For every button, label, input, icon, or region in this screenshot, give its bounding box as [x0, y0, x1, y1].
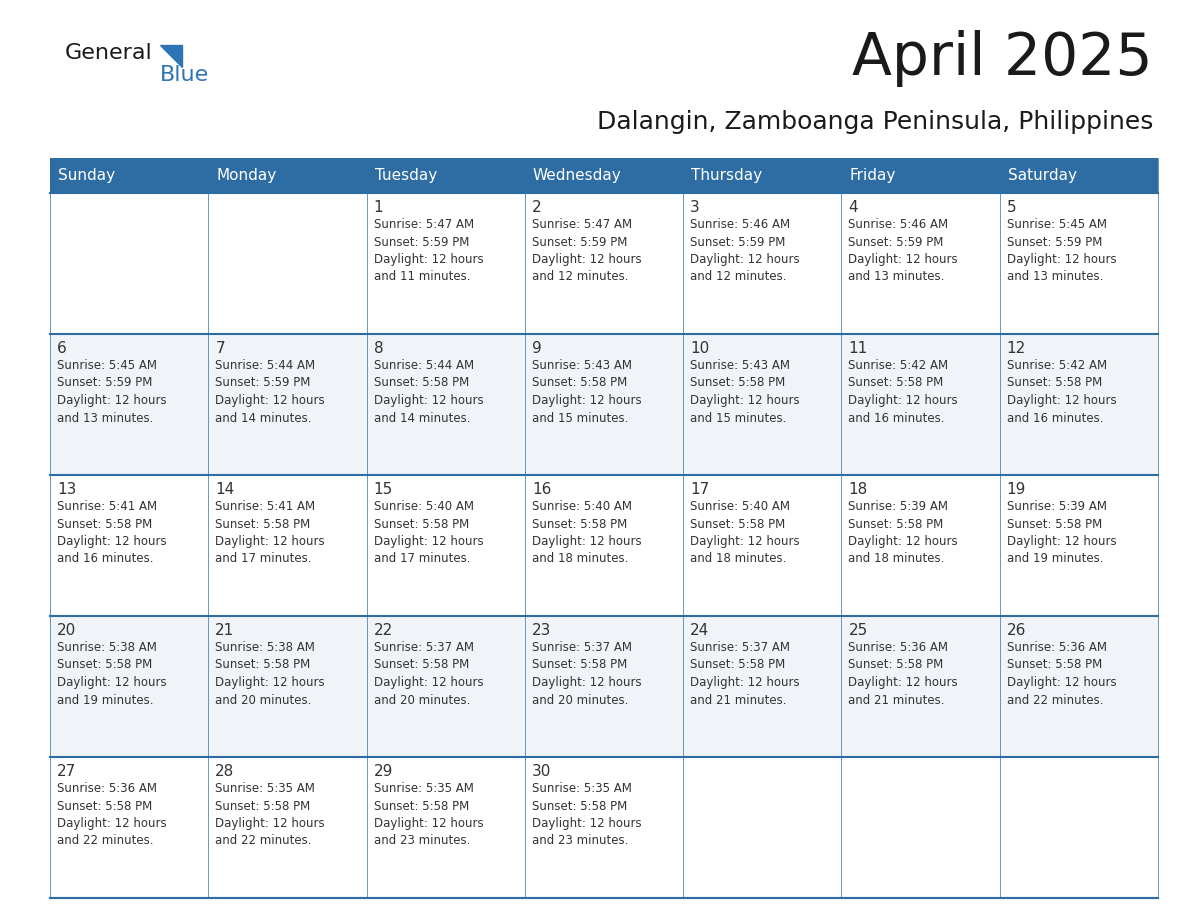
Text: 4: 4 [848, 200, 858, 215]
Text: Sunrise: 5:37 AM
Sunset: 5:58 PM
Daylight: 12 hours
and 20 minutes.: Sunrise: 5:37 AM Sunset: 5:58 PM Dayligh… [373, 641, 484, 707]
Text: 28: 28 [215, 764, 234, 779]
Text: Sunrise: 5:43 AM
Sunset: 5:58 PM
Daylight: 12 hours
and 15 minutes.: Sunrise: 5:43 AM Sunset: 5:58 PM Dayligh… [532, 359, 642, 424]
Text: 11: 11 [848, 341, 867, 356]
Text: Sunrise: 5:39 AM
Sunset: 5:58 PM
Daylight: 12 hours
and 18 minutes.: Sunrise: 5:39 AM Sunset: 5:58 PM Dayligh… [848, 500, 958, 565]
Text: 29: 29 [373, 764, 393, 779]
Text: Sunrise: 5:41 AM
Sunset: 5:58 PM
Daylight: 12 hours
and 16 minutes.: Sunrise: 5:41 AM Sunset: 5:58 PM Dayligh… [57, 500, 166, 565]
Text: Sunrise: 5:36 AM
Sunset: 5:58 PM
Daylight: 12 hours
and 22 minutes.: Sunrise: 5:36 AM Sunset: 5:58 PM Dayligh… [57, 782, 166, 847]
Text: Sunrise: 5:40 AM
Sunset: 5:58 PM
Daylight: 12 hours
and 17 minutes.: Sunrise: 5:40 AM Sunset: 5:58 PM Dayligh… [373, 500, 484, 565]
Text: Sunrise: 5:36 AM
Sunset: 5:58 PM
Daylight: 12 hours
and 22 minutes.: Sunrise: 5:36 AM Sunset: 5:58 PM Dayligh… [1006, 641, 1117, 707]
Text: 1: 1 [373, 200, 384, 215]
Bar [50, 757, 1158, 898]
Text: Dalangin, Zamboanga Peninsula, Philippines: Dalangin, Zamboanga Peninsula, Philippin… [596, 110, 1154, 134]
Text: 9: 9 [532, 341, 542, 356]
Text: 27: 27 [57, 764, 76, 779]
Text: 20: 20 [57, 623, 76, 638]
Text: 26: 26 [1006, 623, 1026, 638]
Bar [50, 158, 208, 193]
Text: General: General [65, 43, 153, 63]
Text: 15: 15 [373, 482, 393, 497]
Text: Sunrise: 5:43 AM
Sunset: 5:58 PM
Daylight: 12 hours
and 15 minutes.: Sunrise: 5:43 AM Sunset: 5:58 PM Dayligh… [690, 359, 800, 424]
Text: 8: 8 [373, 341, 384, 356]
Text: Sunrise: 5:39 AM
Sunset: 5:58 PM
Daylight: 12 hours
and 19 minutes.: Sunrise: 5:39 AM Sunset: 5:58 PM Dayligh… [1006, 500, 1117, 565]
Text: 17: 17 [690, 482, 709, 497]
Text: 14: 14 [215, 482, 234, 497]
Text: Wednesday: Wednesday [533, 168, 621, 183]
Text: Sunday: Sunday [58, 168, 115, 183]
Bar [367, 158, 525, 193]
Bar [841, 158, 1000, 193]
Text: Sunrise: 5:44 AM
Sunset: 5:58 PM
Daylight: 12 hours
and 14 minutes.: Sunrise: 5:44 AM Sunset: 5:58 PM Dayligh… [373, 359, 484, 424]
Text: Sunrise: 5:44 AM
Sunset: 5:59 PM
Daylight: 12 hours
and 14 minutes.: Sunrise: 5:44 AM Sunset: 5:59 PM Dayligh… [215, 359, 324, 424]
Text: 23: 23 [532, 623, 551, 638]
Text: Sunrise: 5:45 AM
Sunset: 5:59 PM
Daylight: 12 hours
and 13 minutes.: Sunrise: 5:45 AM Sunset: 5:59 PM Dayligh… [57, 359, 166, 424]
Text: 16: 16 [532, 482, 551, 497]
Text: Sunrise: 5:36 AM
Sunset: 5:58 PM
Daylight: 12 hours
and 21 minutes.: Sunrise: 5:36 AM Sunset: 5:58 PM Dayligh… [848, 641, 958, 707]
Text: 24: 24 [690, 623, 709, 638]
Bar [525, 158, 683, 193]
Bar [683, 158, 841, 193]
Text: Sunrise: 5:41 AM
Sunset: 5:58 PM
Daylight: 12 hours
and 17 minutes.: Sunrise: 5:41 AM Sunset: 5:58 PM Dayligh… [215, 500, 324, 565]
Text: Sunrise: 5:46 AM
Sunset: 5:59 PM
Daylight: 12 hours
and 12 minutes.: Sunrise: 5:46 AM Sunset: 5:59 PM Dayligh… [690, 218, 800, 284]
Text: 6: 6 [57, 341, 67, 356]
Text: Sunrise: 5:35 AM
Sunset: 5:58 PM
Daylight: 12 hours
and 23 minutes.: Sunrise: 5:35 AM Sunset: 5:58 PM Dayligh… [532, 782, 642, 847]
Bar [50, 616, 1158, 757]
Text: 21: 21 [215, 623, 234, 638]
Text: Sunrise: 5:47 AM
Sunset: 5:59 PM
Daylight: 12 hours
and 12 minutes.: Sunrise: 5:47 AM Sunset: 5:59 PM Dayligh… [532, 218, 642, 284]
Text: 13: 13 [57, 482, 76, 497]
Text: Saturday: Saturday [1007, 168, 1076, 183]
Bar [50, 475, 1158, 616]
Text: Monday: Monday [216, 168, 277, 183]
Text: Sunrise: 5:40 AM
Sunset: 5:58 PM
Daylight: 12 hours
and 18 minutes.: Sunrise: 5:40 AM Sunset: 5:58 PM Dayligh… [690, 500, 800, 565]
Text: Sunrise: 5:42 AM
Sunset: 5:58 PM
Daylight: 12 hours
and 16 minutes.: Sunrise: 5:42 AM Sunset: 5:58 PM Dayligh… [1006, 359, 1117, 424]
Text: 12: 12 [1006, 341, 1026, 356]
Text: Tuesday: Tuesday [374, 168, 437, 183]
Text: Sunrise: 5:37 AM
Sunset: 5:58 PM
Daylight: 12 hours
and 20 minutes.: Sunrise: 5:37 AM Sunset: 5:58 PM Dayligh… [532, 641, 642, 707]
Text: 25: 25 [848, 623, 867, 638]
Bar [50, 193, 1158, 334]
Bar [50, 334, 1158, 475]
Text: 19: 19 [1006, 482, 1026, 497]
Bar [1000, 158, 1158, 193]
Text: 3: 3 [690, 200, 700, 215]
Text: Sunrise: 5:37 AM
Sunset: 5:58 PM
Daylight: 12 hours
and 21 minutes.: Sunrise: 5:37 AM Sunset: 5:58 PM Dayligh… [690, 641, 800, 707]
Text: April 2025: April 2025 [852, 30, 1154, 87]
Text: Blue: Blue [160, 65, 209, 85]
Text: 30: 30 [532, 764, 551, 779]
Text: 18: 18 [848, 482, 867, 497]
Text: 22: 22 [373, 623, 393, 638]
Text: Sunrise: 5:35 AM
Sunset: 5:58 PM
Daylight: 12 hours
and 22 minutes.: Sunrise: 5:35 AM Sunset: 5:58 PM Dayligh… [215, 782, 324, 847]
Text: Friday: Friday [849, 168, 896, 183]
Text: Sunrise: 5:42 AM
Sunset: 5:58 PM
Daylight: 12 hours
and 16 minutes.: Sunrise: 5:42 AM Sunset: 5:58 PM Dayligh… [848, 359, 958, 424]
Polygon shape [160, 45, 182, 67]
Text: 5: 5 [1006, 200, 1017, 215]
Text: Sunrise: 5:46 AM
Sunset: 5:59 PM
Daylight: 12 hours
and 13 minutes.: Sunrise: 5:46 AM Sunset: 5:59 PM Dayligh… [848, 218, 958, 284]
Text: Thursday: Thursday [691, 168, 763, 183]
Text: Sunrise: 5:38 AM
Sunset: 5:58 PM
Daylight: 12 hours
and 20 minutes.: Sunrise: 5:38 AM Sunset: 5:58 PM Dayligh… [215, 641, 324, 707]
Text: Sunrise: 5:40 AM
Sunset: 5:58 PM
Daylight: 12 hours
and 18 minutes.: Sunrise: 5:40 AM Sunset: 5:58 PM Dayligh… [532, 500, 642, 565]
Text: Sunrise: 5:47 AM
Sunset: 5:59 PM
Daylight: 12 hours
and 11 minutes.: Sunrise: 5:47 AM Sunset: 5:59 PM Dayligh… [373, 218, 484, 284]
Text: 7: 7 [215, 341, 225, 356]
Text: Sunrise: 5:35 AM
Sunset: 5:58 PM
Daylight: 12 hours
and 23 minutes.: Sunrise: 5:35 AM Sunset: 5:58 PM Dayligh… [373, 782, 484, 847]
Bar [208, 158, 367, 193]
Text: 10: 10 [690, 341, 709, 356]
Text: 2: 2 [532, 200, 542, 215]
Text: Sunrise: 5:45 AM
Sunset: 5:59 PM
Daylight: 12 hours
and 13 minutes.: Sunrise: 5:45 AM Sunset: 5:59 PM Dayligh… [1006, 218, 1117, 284]
Text: Sunrise: 5:38 AM
Sunset: 5:58 PM
Daylight: 12 hours
and 19 minutes.: Sunrise: 5:38 AM Sunset: 5:58 PM Dayligh… [57, 641, 166, 707]
